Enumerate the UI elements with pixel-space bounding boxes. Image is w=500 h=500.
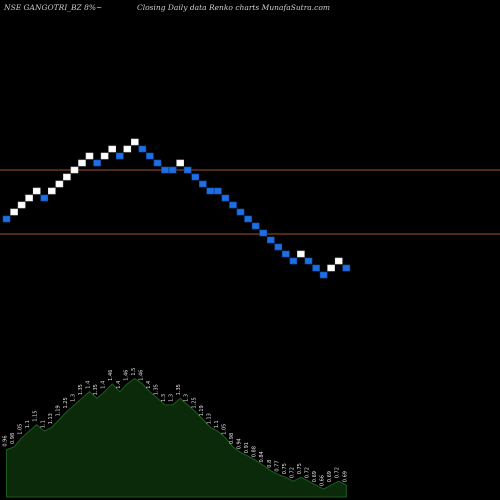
area-data-label: 0.69 bbox=[327, 471, 333, 482]
area-data-label: 1.46 bbox=[123, 370, 129, 381]
renko-brick-up bbox=[123, 145, 132, 153]
renko-brick-down bbox=[153, 159, 162, 167]
area-data-label: 0.8 bbox=[267, 460, 273, 468]
renko-brick-down bbox=[266, 236, 275, 244]
renko-brick-up bbox=[131, 138, 139, 146]
renko-brick-down bbox=[116, 152, 124, 160]
renko-brick-down bbox=[304, 257, 313, 265]
area-data-label: 0.75 bbox=[297, 463, 303, 474]
area-data-label: 1.4 bbox=[146, 381, 152, 389]
renko-brick-down bbox=[244, 215, 252, 223]
area-data-label: 0.66 bbox=[320, 475, 326, 486]
renko-brick-up bbox=[10, 208, 18, 216]
area-data-label: 1.46 bbox=[108, 370, 114, 381]
chart-symbol-label: NSE GANGOTRI_BZ 8%~ bbox=[4, 3, 103, 12]
area-data-label: 0.84 bbox=[259, 451, 265, 462]
renko-brick-down bbox=[183, 166, 192, 174]
renko-brick-up bbox=[63, 173, 71, 181]
area-data-label: 1.1 bbox=[25, 420, 31, 428]
renko-brick-down bbox=[168, 166, 177, 174]
renko-brick-down bbox=[259, 229, 268, 237]
renko-brick-down bbox=[206, 187, 215, 195]
renko-brick-down bbox=[236, 208, 245, 216]
renko-brick-down bbox=[289, 257, 298, 265]
renko-brick-down bbox=[191, 173, 200, 181]
renko-bricks bbox=[2, 138, 351, 279]
renko-brick-down bbox=[40, 194, 49, 202]
area-data-label: 1.3 bbox=[71, 394, 77, 402]
renko-brick-up bbox=[85, 152, 94, 160]
area-data-label: 0.94 bbox=[237, 438, 243, 449]
area-data-label: 1.3 bbox=[184, 394, 190, 402]
area-data-label: 0.91 bbox=[244, 442, 250, 453]
renko-brick-down bbox=[2, 215, 11, 223]
area-data-label: 1.13 bbox=[206, 413, 212, 424]
renko-brick-up bbox=[327, 264, 335, 272]
renko-brick-up bbox=[108, 145, 116, 153]
area-data-label: 1.25 bbox=[63, 397, 69, 408]
renko-brick-down bbox=[274, 243, 283, 251]
area-data-label: 0.72 bbox=[289, 467, 295, 478]
area-data-label: 1.3 bbox=[169, 394, 175, 402]
renko-brick-down bbox=[161, 166, 169, 174]
area-data-label: 1.25 bbox=[191, 397, 197, 408]
area-data-label: 1.15 bbox=[33, 410, 39, 421]
area-data-label: 0.69 bbox=[342, 471, 348, 482]
area-data-label: 0.96 bbox=[3, 435, 9, 446]
renko-brick-up bbox=[100, 152, 109, 160]
renko-brick-up bbox=[176, 159, 184, 167]
renko-brick-up bbox=[334, 257, 343, 265]
renko-brick-down bbox=[199, 180, 207, 188]
renko-brick-up bbox=[25, 194, 33, 202]
area-data-label: 1.35 bbox=[78, 384, 84, 395]
area-data-label: 1.46 bbox=[138, 370, 144, 381]
area-data-label: 1.05 bbox=[221, 424, 227, 435]
renko-brick-down bbox=[93, 159, 101, 167]
renko-brick-down bbox=[312, 264, 320, 272]
renko-brick-up bbox=[32, 187, 41, 195]
renko-brick-up bbox=[70, 166, 79, 174]
area-series bbox=[6, 377, 347, 498]
area-data-label: 1.05 bbox=[18, 424, 24, 435]
renko-brick-up bbox=[47, 187, 56, 195]
renko-brick-up bbox=[78, 159, 86, 167]
area-data-label: 1.5 bbox=[131, 368, 137, 376]
area-data-label: 1.1 bbox=[214, 420, 220, 428]
area-data-label: 1.3 bbox=[161, 394, 167, 402]
reference-lines bbox=[0, 169, 500, 235]
renko-brick-down bbox=[251, 222, 260, 230]
area-data-label: 0.77 bbox=[274, 460, 280, 471]
area-data-label: 1.35 bbox=[154, 384, 160, 395]
area-data-label: 1.19 bbox=[199, 405, 205, 416]
renko-brick-down bbox=[221, 194, 230, 202]
area-data-label: 0.98 bbox=[229, 433, 235, 444]
renko-brick-up bbox=[297, 250, 305, 258]
area-data-label: 0.75 bbox=[282, 463, 288, 474]
area-data-label: 1.13 bbox=[48, 413, 54, 424]
area-data-label: 1.4 bbox=[86, 381, 92, 389]
area-data-label: 1.4 bbox=[101, 381, 107, 389]
area-data-label: 0.98 bbox=[10, 433, 16, 444]
renko-brick-down bbox=[146, 152, 154, 160]
renko-brick-down bbox=[229, 201, 237, 209]
area-data-label: 1.4 bbox=[116, 381, 122, 389]
area-data-label: 0.72 bbox=[335, 467, 341, 478]
renko-brick-up bbox=[55, 180, 64, 188]
area-data-label: 0.72 bbox=[305, 467, 311, 478]
area-data-label: 0.69 bbox=[312, 471, 318, 482]
renko-brick-down bbox=[281, 250, 290, 258]
renko-brick-down bbox=[138, 145, 147, 153]
renko-brick-down bbox=[319, 271, 328, 279]
area-data-label: 1.35 bbox=[93, 384, 99, 395]
area-data-label: 1.1 bbox=[40, 420, 46, 428]
renko-brick-down bbox=[214, 187, 222, 195]
area-data-label: 1.35 bbox=[176, 384, 182, 395]
renko-brick-up bbox=[17, 201, 26, 209]
lower-area-panel: 0.96 0.981.05 1.11.151.1 1.131.191.25 1.31.3… bbox=[3, 368, 348, 498]
renko-brick-down bbox=[342, 264, 351, 272]
area-data-label: 0.88 bbox=[252, 446, 258, 457]
chart-description-label: Closing Daily data Renko charts MunafaSu… bbox=[137, 3, 330, 12]
area-data-label: 1.19 bbox=[55, 405, 61, 416]
